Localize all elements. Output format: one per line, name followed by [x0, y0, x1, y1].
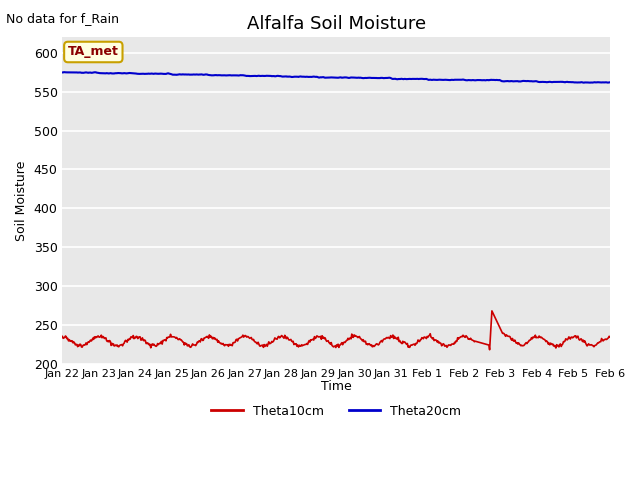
Legend: Theta10cm, Theta20cm: Theta10cm, Theta20cm	[207, 400, 466, 423]
X-axis label: Time: Time	[321, 380, 351, 393]
Theta20cm	[404, 76, 412, 82]
Theta10cm	[419, 335, 426, 341]
Title: Alfalfa Soil Moisture: Alfalfa Soil Moisture	[246, 15, 426, 33]
Theta10cm	[606, 334, 614, 340]
Theta20cm	[69, 70, 77, 75]
Theta20cm	[181, 72, 189, 77]
Theta10cm	[403, 342, 410, 348]
Theta20cm	[580, 80, 588, 85]
Theta20cm	[606, 79, 614, 85]
Theta10cm	[209, 335, 217, 340]
Line: Theta10cm: Theta10cm	[63, 311, 610, 350]
Theta10cm	[59, 334, 67, 339]
Y-axis label: Soil Moisture: Soil Moisture	[15, 160, 28, 240]
Theta20cm	[59, 70, 67, 75]
Theta20cm	[210, 72, 218, 78]
Theta10cm	[180, 342, 188, 348]
Text: No data for f_Rain: No data for f_Rain	[6, 12, 120, 25]
Theta10cm	[68, 338, 76, 344]
Theta10cm	[125, 337, 132, 343]
Theta20cm	[420, 76, 428, 82]
Theta10cm	[488, 308, 496, 314]
Line: Theta20cm: Theta20cm	[63, 72, 610, 83]
Theta10cm	[486, 347, 493, 353]
Text: TA_met: TA_met	[68, 46, 119, 59]
Theta20cm	[125, 70, 133, 76]
Theta20cm	[60, 69, 68, 75]
